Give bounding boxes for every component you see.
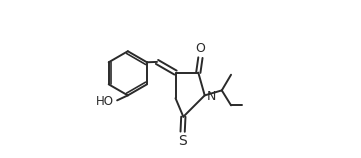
Text: HO: HO — [96, 95, 114, 108]
Text: N: N — [206, 90, 216, 103]
Text: S: S — [178, 134, 187, 148]
Text: O: O — [196, 42, 205, 55]
